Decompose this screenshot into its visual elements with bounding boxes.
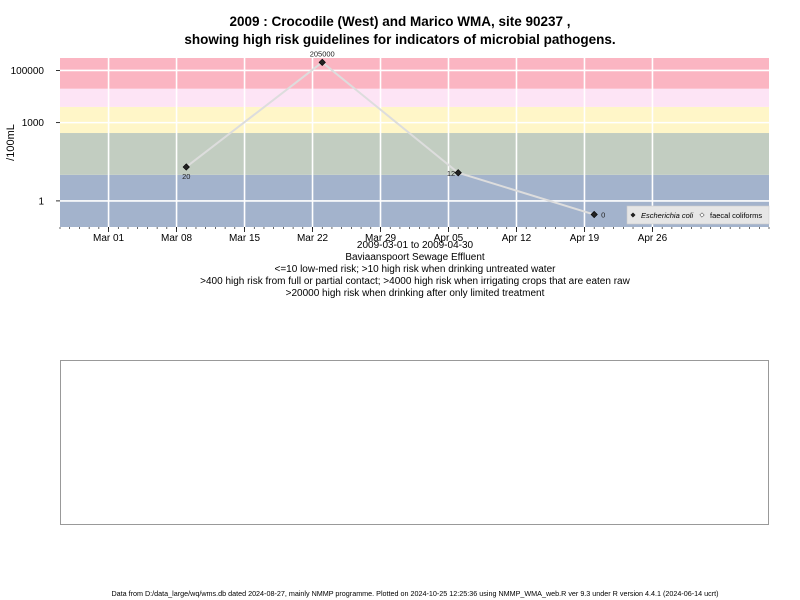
risk-band-1 (60, 133, 769, 175)
chart-title-line-1: 2009 : Crocodile (West) and Marico WMA, … (229, 14, 571, 29)
legend-marker (630, 212, 636, 218)
x-tick-label: Apr 26 (638, 233, 668, 244)
risk-note-3: >20000 high risk when drinking after onl… (285, 288, 545, 299)
y-tick-label: 100000 (11, 66, 45, 77)
date-range-label: 2009-03-01 to 2009-04-30 (356, 240, 474, 251)
data-point-marker (590, 210, 598, 219)
risk-note-2: >400 high risk from full or partial cont… (200, 276, 630, 287)
x-tick-label: Apr 05 (434, 233, 464, 244)
data-point-label: 205000 (310, 49, 335, 58)
legend-marker (699, 212, 705, 218)
site-name-label: Baviaanspoort Sewage Effluent (345, 252, 485, 263)
data-point-marker (454, 169, 462, 177)
legend-label: Escherichia coli (641, 211, 693, 220)
y-tick-label: 1000 (22, 118, 45, 129)
risk-band-3 (60, 88, 769, 107)
data-point-label: 0 (601, 211, 605, 220)
x-tick-label: Mar 08 (161, 233, 193, 244)
risk-note-1: <=10 low-med risk; >10 high risk when dr… (274, 264, 556, 275)
legend-box (626, 205, 770, 225)
x-tick-label: Mar 01 (93, 233, 125, 244)
x-tick-label: Apr 19 (570, 233, 600, 244)
data-point-label: 12 (447, 169, 455, 178)
y-axis-label: /100mL (5, 124, 17, 161)
legend-label: faecal coliforms (710, 211, 762, 220)
chart-plot: 20 205000 12 0 1 1000 100000/100mL Mar 01 Mar 0… (5, 49, 770, 244)
data-point-marker (318, 58, 326, 66)
x-tick-label: Mar 22 (297, 233, 329, 244)
data-point-label: 20 (182, 172, 190, 181)
x-tick-label: Mar 15 (229, 233, 261, 244)
risk-band-2 (60, 106, 769, 134)
data-point-marker (182, 163, 190, 171)
chart-title-line-2: showing high risk guidelines for indicat… (184, 32, 616, 47)
empty-secondary-panel (60, 360, 769, 525)
risk-band-4 (60, 58, 769, 89)
x-tick-label: Mar 29 (365, 233, 397, 244)
footer-source-note: Data from D:/data_large/wq/wms.db dated … (111, 589, 719, 598)
series-line-0 (185, 61, 595, 216)
y-tick-label: 1 (38, 196, 44, 207)
x-tick-label: Apr 12 (502, 233, 532, 244)
